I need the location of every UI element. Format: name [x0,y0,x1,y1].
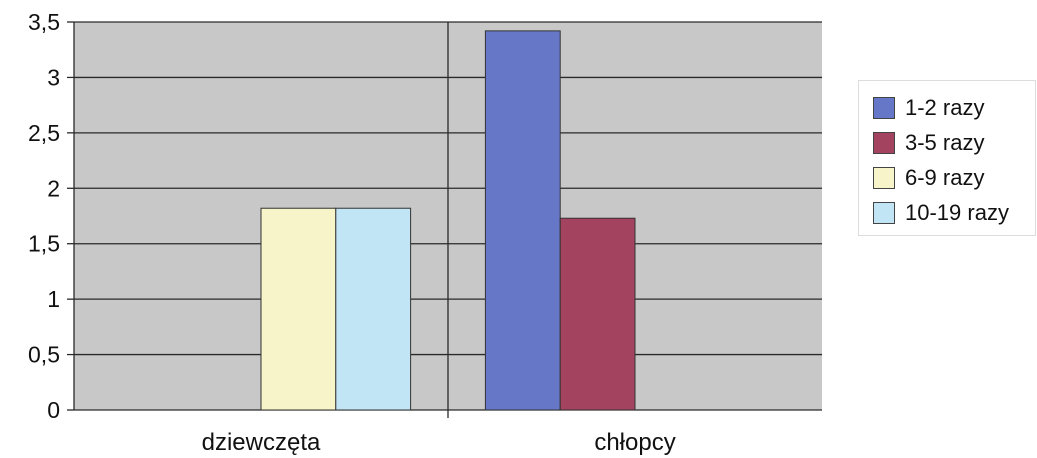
legend-label: 1-2 razy [905,95,985,120]
bar-10-19-razy-0 [335,207,412,411]
legend-swatch [873,132,895,154]
legend-swatch [873,167,895,189]
legend-label: 3-5 razy [905,130,985,155]
y-tick-label: 0 [47,397,60,423]
legend: 1-2 razy 3-5 razy 6-9 razy 10-19 razy [858,80,1036,236]
legend-item-10-19-razy: 10-19 razy [873,198,1009,228]
y-tick-label: 0,5 [28,342,60,368]
bar-3-5-razy-1 [559,217,636,411]
legend-item-3-5-razy: 3-5 razy [873,128,984,158]
legend-swatch [873,202,895,224]
legend-item-1-2-razy: 1-2 razy [873,93,984,123]
bar-1-2-razy-1 [484,30,561,411]
y-tick-label: 3 [47,64,60,90]
y-tick-label: 2 [47,175,60,201]
legend-swatch [873,97,895,119]
y-tick-label: 1 [47,286,60,312]
legend-label: 6-9 razy [905,165,985,190]
y-tick-label: 2,5 [28,120,60,146]
x-tick-label: dziewczęta [202,429,321,456]
legend-item-6-9-razy: 6-9 razy [873,163,984,193]
x-tick-label: chłopcy [594,429,675,456]
y-tick-label: 1,5 [28,231,60,257]
y-tick-label: 3,5 [28,9,60,35]
legend-label: 10-19 razy [905,200,1009,225]
bar-6-9-razy-0 [260,207,337,411]
